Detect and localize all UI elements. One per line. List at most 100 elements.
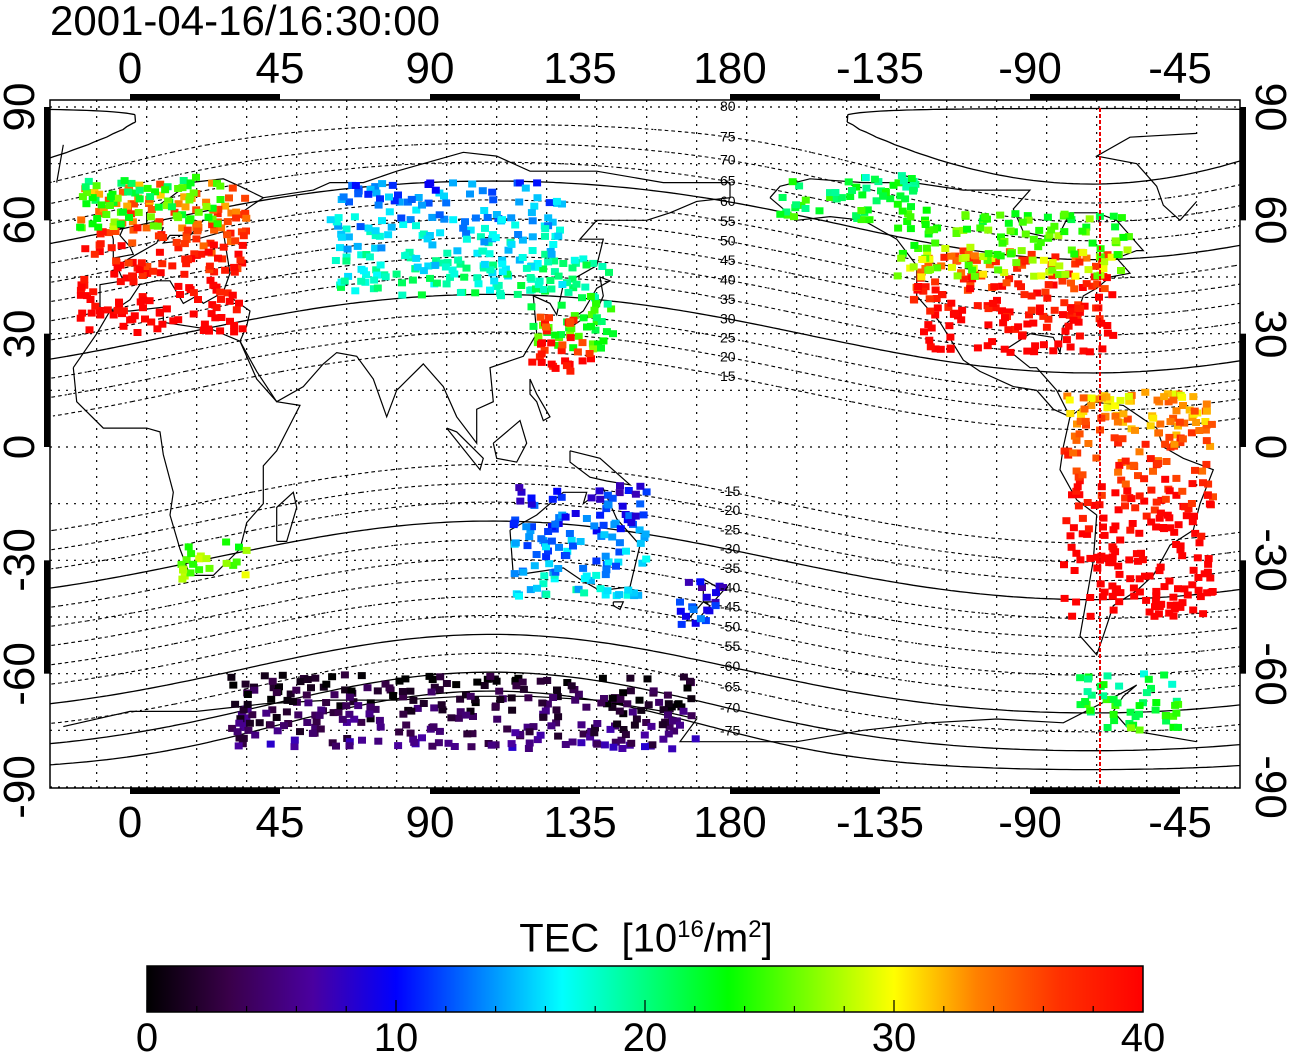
- tec-cell-eastern-us: [1103, 251, 1112, 259]
- tec-cell-antarctic-peninsula: [1110, 717, 1119, 725]
- tec-cell-eastern-us: [940, 253, 949, 261]
- tec-cell-eastern-us: [998, 307, 1006, 315]
- tec-cell-eastern-us: [944, 303, 953, 311]
- tec-cell-north-america-north: [1055, 262, 1064, 270]
- tec-cell-europe: [145, 297, 154, 305]
- tec-cell-canada-alaska: [899, 177, 908, 185]
- magnetic-contour: [50, 671, 1240, 752]
- tec-cell-new-zealand: [698, 584, 706, 591]
- tec-cell-europe-north: [118, 208, 127, 216]
- tec-cell-south-america: [1067, 543, 1076, 551]
- tec-cell-antarctic-peninsula: [1160, 671, 1169, 679]
- tec-cell-siberia: [356, 223, 365, 231]
- tec-cell-europe: [174, 282, 183, 290]
- magnetic-latitude-contours: [50, 107, 1240, 771]
- tec-cell-eastern-us: [1074, 318, 1083, 326]
- tec-cell-southern-ocean: [444, 739, 453, 747]
- tec-cell-europe: [119, 307, 128, 315]
- tec-cell-southern-ocean: [674, 700, 683, 708]
- tec-cell-siberia: [526, 274, 535, 281]
- tec-cell-siberia: [384, 231, 393, 239]
- tec-cell-south-america: [1155, 567, 1164, 575]
- tec-cell-eastern-us: [931, 345, 940, 353]
- tec-cell-south-america: [1172, 431, 1181, 439]
- tec-cell-southern-ocean: [304, 699, 313, 707]
- tec-cell-southern-ocean: [468, 730, 477, 738]
- tec-cell-australia: [639, 511, 648, 519]
- tec-cell-japan: [607, 305, 616, 313]
- tec-cell-southern-ocean: [643, 675, 652, 683]
- tec-cell-canada-alaska: [858, 191, 867, 199]
- tec-cell-southern-ocean: [290, 736, 299, 744]
- tec-cell-eastern-us: [1027, 292, 1036, 300]
- tec-cell-south-america: [1196, 593, 1205, 601]
- tec-cell-south-america: [1060, 561, 1068, 569]
- tec-cell-europe: [96, 311, 105, 319]
- tec-cell-south-america: [1068, 612, 1077, 620]
- tec-cell-east-asia-south: [562, 362, 571, 370]
- tec-cell-japan: [568, 264, 577, 272]
- tec-cell-southern-ocean: [507, 740, 516, 748]
- tec-cell-south-america: [1187, 429, 1196, 437]
- tec-cell-europe: [127, 210, 136, 218]
- tec-cell-siberia: [534, 281, 543, 289]
- tec-cell-canada-alaska: [906, 213, 915, 221]
- tec-cell-europe: [182, 260, 191, 268]
- tec-cell-eastern-us: [1092, 262, 1100, 270]
- tec-cell-europe: [232, 214, 241, 222]
- tec-cell-south-america: [1176, 546, 1185, 554]
- tec-cell-southern-ocean: [670, 727, 679, 735]
- tec-cell-south-africa: [182, 556, 191, 564]
- tec-cell-south-africa: [177, 560, 186, 568]
- tec-cell-southern-ocean: [641, 743, 649, 751]
- tec-cell-canada-alaska: [852, 212, 861, 220]
- tec-cell-southern-ocean: [554, 713, 563, 721]
- tec-cell-south-america: [1086, 554, 1095, 562]
- tec-cell-southern-ocean: [357, 672, 366, 680]
- magnetic-contour: [50, 199, 1240, 280]
- tec-cell-eastern-us: [927, 324, 936, 332]
- tec-cell-japan: [579, 255, 588, 263]
- tec-cell-europe-north: [135, 186, 144, 194]
- tec-cell-japan: [574, 332, 583, 340]
- tec-cell-south-america: [1068, 491, 1076, 499]
- tec-cell-eastern-us: [931, 278, 940, 286]
- tec-cell-south-america: [1108, 553, 1117, 561]
- tec-cell-eastern-us: [1075, 258, 1084, 266]
- tec-cell-eastern-us: [1082, 280, 1091, 288]
- tec-cell-southern-ocean: [312, 718, 321, 726]
- tec-cell-siberia: [399, 221, 408, 228]
- tec-cell-siberia: [544, 258, 553, 266]
- tec-cell-canada-alaska: [776, 210, 785, 218]
- tec-cell-eastern-us: [1073, 312, 1082, 320]
- tec-cell-eastern-us: [1108, 291, 1117, 299]
- tec-cell-europe: [153, 325, 162, 333]
- tec-cell-new-zealand: [676, 607, 685, 615]
- tec-cell-southern-ocean: [410, 738, 419, 746]
- tec-cell-southern-ocean: [467, 743, 476, 751]
- tec-cell-siberia: [483, 214, 492, 221]
- tec-cell-australia: [615, 539, 624, 547]
- colorbar-title: TEC [1016/m2]: [519, 916, 773, 961]
- tec-cell-southern-ocean: [365, 710, 374, 718]
- tec-cell-south-america: [1102, 393, 1111, 401]
- tec-cell-japan: [592, 314, 601, 322]
- tec-cell-canada-alaska: [894, 179, 903, 187]
- tec-cell-south-america: [1077, 417, 1086, 425]
- tec-cell-siberia: [549, 241, 558, 248]
- mag-lat-label: 75: [720, 128, 736, 144]
- tec-cell-europe: [207, 310, 216, 318]
- tec-cell-south-america: [1135, 575, 1144, 583]
- tec-cell-europe: [156, 269, 165, 277]
- tec-cell-australia: [553, 487, 562, 495]
- tec-cell-southern-ocean: [251, 731, 260, 739]
- tec-cell-southern-ocean: [409, 696, 418, 704]
- tec-cell-eastern-us: [1006, 348, 1015, 356]
- tec-cell-south-africa: [179, 566, 187, 574]
- tec-cell-europe-north: [172, 212, 181, 220]
- tec-cell-southern-ocean: [311, 723, 320, 731]
- tec-cell-eastern-us: [1013, 264, 1022, 272]
- tec-cell-eastern-us: [1070, 285, 1079, 293]
- tec-cell-siberia: [476, 233, 485, 241]
- tec-cell-europe: [230, 263, 239, 271]
